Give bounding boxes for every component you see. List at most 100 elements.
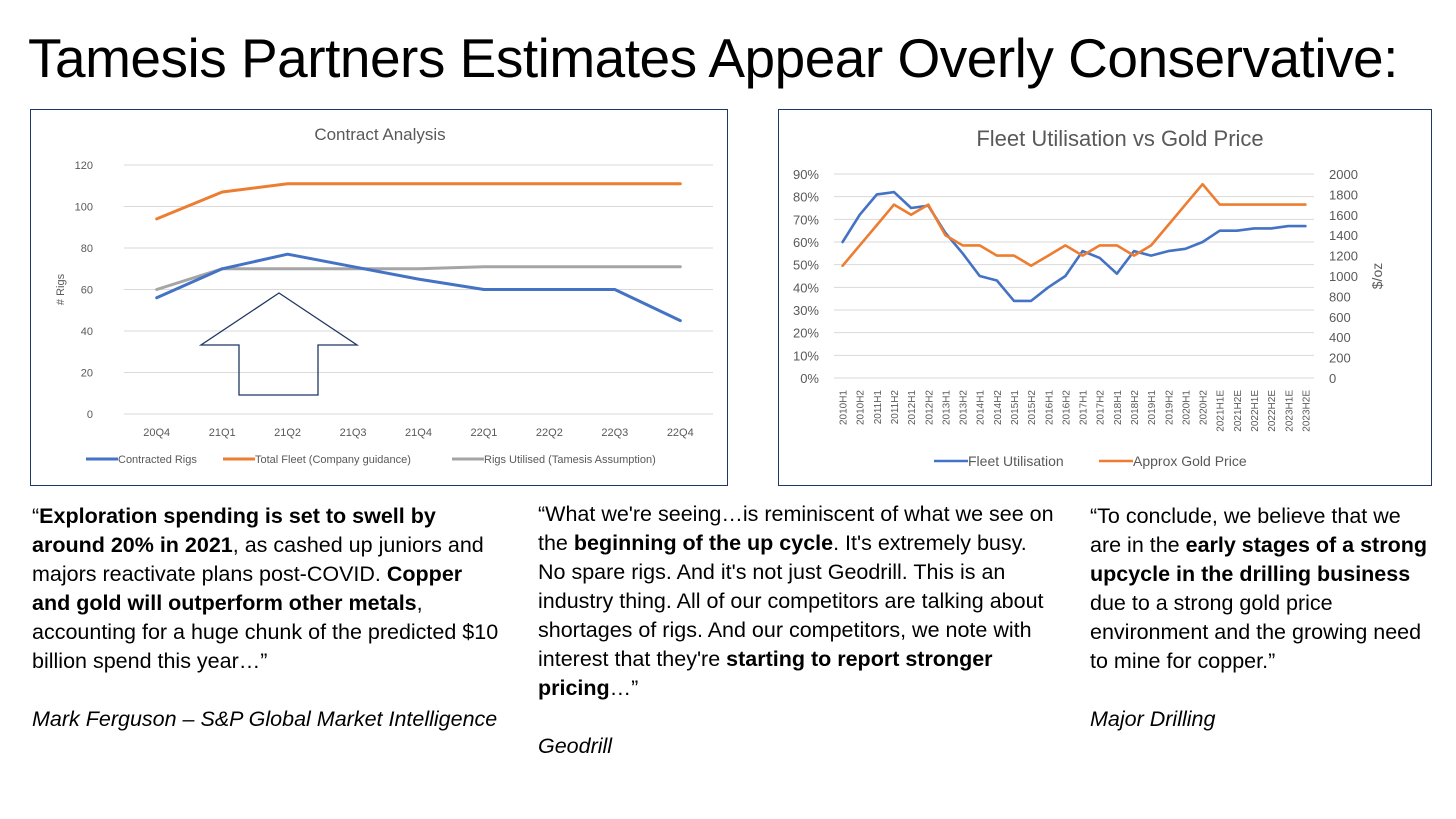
quote-segment: , accounting for a huge chunk of the pre… <box>32 591 499 673</box>
quote-segment: “What we're seeing…is reminiscent of wha… <box>538 502 1054 555</box>
x-tick-label: 2020H1 <box>1181 390 1192 425</box>
y-tick-label: 90% <box>793 167 819 182</box>
x-tick-label: 2014H1 <box>976 390 987 425</box>
legend-label: Rigs Utilised (Tamesis Assumption) <box>484 454 656 466</box>
quote-spacer <box>1090 676 1430 705</box>
x-tick-label: 2016H1 <box>1044 390 1055 425</box>
y-tick-label: 50% <box>793 258 819 273</box>
x-tick-label: 2013H1 <box>941 390 952 425</box>
x-tick-label: 20Q4 <box>143 427 170 439</box>
y2-tick-label: 0 <box>1329 371 1336 386</box>
y2-axis-label: $/oz <box>1369 263 1385 289</box>
legend-label: Contracted Rigs <box>118 454 197 466</box>
x-tick-label: 2011H2 <box>890 390 901 425</box>
quote-segment: . It's extremely busy. No spare rigs. An… <box>538 531 1044 671</box>
series-line <box>841 182 1307 268</box>
x-tick-label: 2020H2 <box>1199 390 1210 425</box>
y2-tick-label: 800 <box>1329 289 1351 304</box>
fleet-utilisation-svg: Fleet Utilisation vs Gold Price 0% 10% 20% 3… <box>793 126 1385 469</box>
quote-exploration-spending: “Exploration spending is set to swell by… <box>32 502 502 734</box>
y2-tick-label: 400 <box>1329 330 1351 345</box>
x-tick-label: 2016H2 <box>1061 390 1072 425</box>
series-line <box>841 190 1307 303</box>
quote-text: “Exploration spending is set to swell by… <box>32 502 502 676</box>
x-tick-label: 2012H2 <box>924 390 935 425</box>
y2-tick-label: 1800 <box>1329 187 1358 202</box>
y2-tick-label: 2000 <box>1329 167 1358 182</box>
x-tick-label: 22Q2 <box>536 427 563 439</box>
x-tick-label: 21Q2 <box>274 427 301 439</box>
y-tick-label: 20% <box>793 326 819 341</box>
x-tick-label: 2018H2 <box>1130 390 1141 425</box>
x-tick-label: 2015H1 <box>1010 390 1021 425</box>
series-line <box>155 182 682 221</box>
quote-geodrill: “What we're seeing…is reminiscent of wha… <box>538 500 1058 761</box>
quote-spacer <box>32 676 502 705</box>
y2-tick-label: 1000 <box>1329 269 1358 284</box>
fleet-utilisation-chart: Fleet Utilisation vs Gold Price 0% 10% 20% 3… <box>778 109 1432 486</box>
y-tick-label: 60 <box>81 285 93 297</box>
quote-bold-segment: Copper and gold will outperform other me… <box>32 562 463 615</box>
y-tick-label: 70% <box>793 212 819 227</box>
x-tick-label: 2017H2 <box>1096 390 1107 425</box>
x-tick-label: 2012H1 <box>907 390 918 425</box>
x-tick-label: 2022H1E <box>1250 390 1261 432</box>
y-tick-label: 40% <box>793 280 819 295</box>
y-tick-label: 60% <box>793 235 819 250</box>
series-line <box>155 265 682 291</box>
y2-tick-label: 600 <box>1329 310 1351 325</box>
y-tick-label: 40 <box>81 326 93 338</box>
quote-segment: due to a strong gold price environment a… <box>1090 591 1422 673</box>
quote-bold-segment: Exploration spending is set to swell by … <box>32 504 436 557</box>
y2-tick-label: 1200 <box>1329 249 1358 264</box>
up-arrow-annotation <box>198 292 360 396</box>
y2-tick-label: 1600 <box>1329 208 1358 223</box>
x-tick-label: 2017H1 <box>1079 390 1090 425</box>
legend-label: Approx Gold Price <box>1133 453 1247 469</box>
quote-text: “What we're seeing…is reminiscent of wha… <box>538 500 1058 703</box>
chart-title: Contract Analysis <box>314 125 445 144</box>
x-tick-label: 2021H2E <box>1233 390 1244 432</box>
quote-author: Geodrill <box>538 734 613 758</box>
quote-bold-segment: early stages of a strong upcycle in the … <box>1090 533 1427 586</box>
y-tick-label: 80 <box>81 243 93 255</box>
x-tick-label: 22Q4 <box>667 427 694 439</box>
y-tick-label: 100 <box>75 202 93 214</box>
x-tick-label: 2022H2E <box>1267 390 1278 432</box>
y-tick-label: 80% <box>793 190 819 205</box>
x-tick-label: 2013H2 <box>959 390 970 425</box>
x-tick-label: 2014H2 <box>993 390 1004 425</box>
slide-title: Tamesis Partners Estimates Appear Overly… <box>28 27 1398 89</box>
x-tick-label: 2015H2 <box>1027 390 1038 425</box>
quote-segment: “To conclude, we believe that we are in … <box>1090 504 1401 557</box>
quote-author: Major Drilling <box>1090 707 1216 731</box>
y-tick-label: 0 <box>87 409 93 421</box>
x-tick-label: 2010H1 <box>839 390 850 425</box>
series-line <box>155 252 682 323</box>
y-axis-label: # Rigs <box>55 273 67 305</box>
x-tick-label: 2023H2E <box>1301 390 1312 432</box>
legend-label: Total Fleet (Company guidance) <box>255 454 411 466</box>
y-tick-label: 30% <box>793 303 819 318</box>
y-tick-label: 120 <box>75 160 93 172</box>
x-tick-label: 22Q1 <box>470 427 497 439</box>
x-tick-label: 2019H1 <box>1147 390 1158 425</box>
x-tick-label: 2011H1 <box>873 390 884 425</box>
y-tick-label: 20 <box>81 368 93 380</box>
quote-segment: …” <box>609 676 639 700</box>
x-tick-label: 2019H2 <box>1164 390 1175 425</box>
x-tick-label: 2018H1 <box>1113 390 1124 425</box>
quote-spacer <box>538 703 1058 732</box>
x-tick-label: 21Q3 <box>340 427 367 439</box>
x-tick-label: 2010H2 <box>856 390 867 425</box>
quote-text: “To conclude, we believe that we are in … <box>1090 502 1430 676</box>
quote-bold-segment: starting to report stronger pricing <box>538 647 993 700</box>
legend-label: Fleet Utilisation <box>968 453 1064 469</box>
x-tick-label: 21Q4 <box>405 427 432 439</box>
quote-bold-segment: beginning of the up cycle <box>573 531 834 555</box>
quote-segment: “ <box>32 504 40 528</box>
x-tick-label: 22Q3 <box>601 427 628 439</box>
x-tick-label: 2021H1E <box>1216 390 1227 432</box>
x-tick-label: 2023H1E <box>1284 390 1295 432</box>
contract-analysis-chart: Contract Analysis 0 20 40 60 80 100 120 # Rigs 20… <box>30 109 728 486</box>
